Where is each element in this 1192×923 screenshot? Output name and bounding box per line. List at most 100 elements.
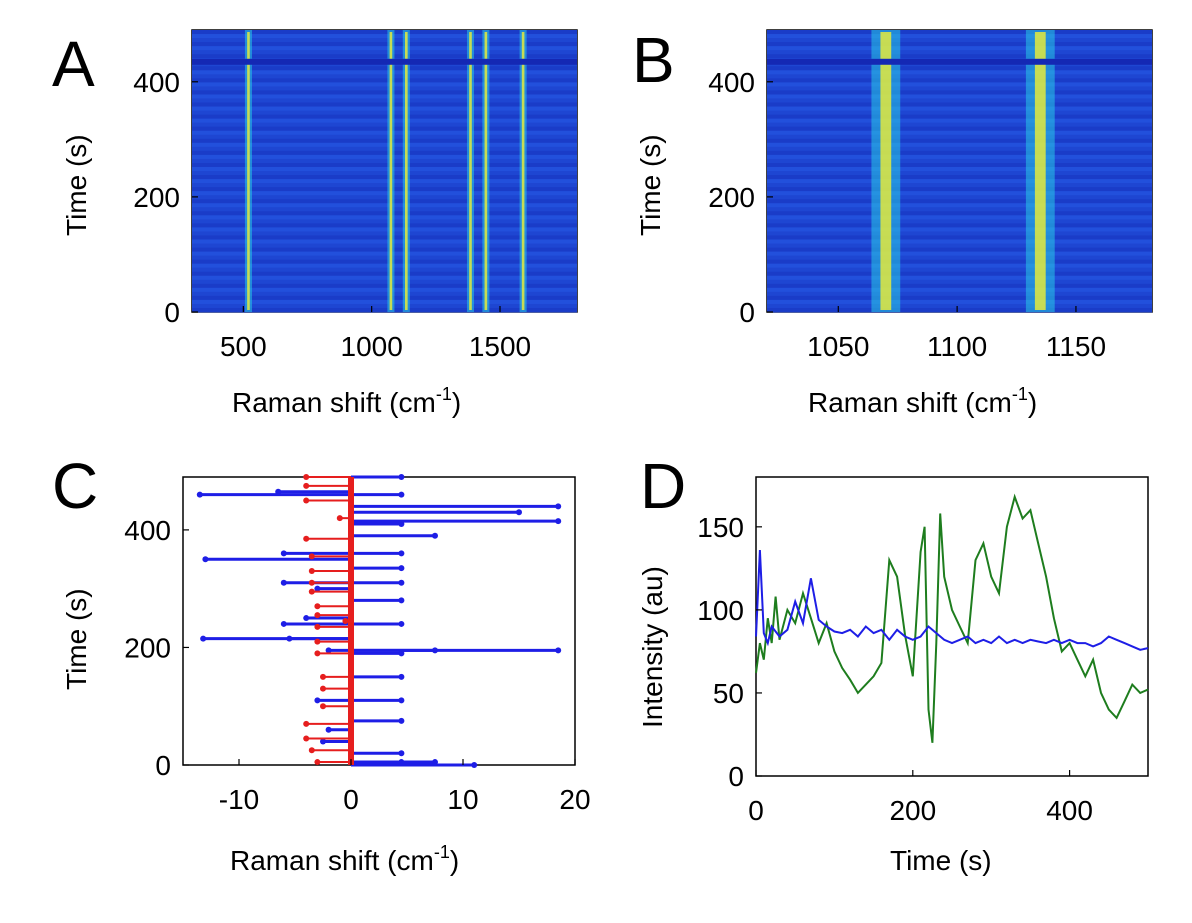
y-tick-label-c: 400 <box>124 515 171 546</box>
heat-row-b <box>767 146 1152 152</box>
y-ticks-a: 0 200 400 <box>133 67 198 328</box>
heat-row-a <box>192 279 577 285</box>
heat-row-a <box>192 219 577 224</box>
heat-row-b <box>767 227 1152 232</box>
point-c <box>202 556 209 563</box>
heat-row-b <box>767 255 1152 261</box>
heat-row-a <box>192 110 577 116</box>
heat-row-a <box>192 118 577 124</box>
heat-row-a <box>192 146 577 152</box>
heat-row-b <box>767 303 1152 309</box>
heat-row-a <box>192 166 577 172</box>
heat-row-a <box>192 251 577 257</box>
panel-label-a: A <box>52 28 95 100</box>
heat-row-b <box>767 259 1152 265</box>
y-tick-label-c: 200 <box>124 632 171 663</box>
heat-row-a <box>192 299 577 305</box>
y-axis-label-c: Time (s) <box>61 588 92 690</box>
heat-row-a <box>192 187 577 192</box>
heat-row-b <box>767 207 1152 212</box>
heat-row-a <box>192 199 577 204</box>
heat-row-a <box>192 30 577 35</box>
heat-row-b <box>767 114 1152 120</box>
heat-row-a <box>192 223 577 228</box>
point-c <box>303 482 310 489</box>
heat-row-b <box>767 243 1152 249</box>
heat-row-a <box>192 227 577 232</box>
x-tick-label-b: 1050 <box>807 331 869 362</box>
heatmap-a <box>192 30 577 313</box>
point-c <box>303 474 310 480</box>
heat-row-a <box>192 50 577 55</box>
heat-row-b <box>767 150 1152 156</box>
point-c <box>398 750 405 757</box>
heat-row-b <box>767 110 1152 116</box>
heat-row-a <box>192 195 577 200</box>
point-c <box>398 565 405 572</box>
heat-row-b <box>767 66 1152 71</box>
point-c <box>303 735 310 742</box>
x-tick-label-b: 1150 <box>1046 331 1106 362</box>
point-c <box>325 726 332 733</box>
x-tick-label-c: 10 <box>447 784 478 815</box>
point-c <box>303 497 310 504</box>
point-c <box>398 579 405 586</box>
heat-row-b <box>767 86 1152 91</box>
heat-row-a <box>192 259 577 265</box>
heat-row-b <box>767 211 1152 216</box>
heat-row-b <box>767 307 1152 313</box>
heat-row-b <box>767 291 1152 297</box>
heat-row-a <box>192 38 577 43</box>
heat-row-a <box>192 74 577 79</box>
heat-row-b <box>767 98 1152 104</box>
heat-row-b <box>767 215 1152 220</box>
point-c <box>314 759 321 766</box>
point-c <box>280 550 287 557</box>
heat-row-a <box>192 98 577 104</box>
heat-row-a <box>192 295 577 301</box>
x-tick-label-d: 400 <box>1046 795 1093 826</box>
heat-row-b <box>767 90 1152 95</box>
heat-row-a <box>192 287 577 293</box>
heat-row-a <box>192 211 577 216</box>
point-c <box>555 647 562 654</box>
peak-core-b <box>880 32 892 310</box>
heat-row-b <box>767 154 1152 160</box>
point-c <box>308 747 315 754</box>
heat-gap-a <box>192 58 577 65</box>
panel-b: B 1050 1100 1150 0 200 400 Raman shift (cm-1… <box>632 24 1153 418</box>
heat-row-b <box>767 118 1152 124</box>
heat-row-b <box>767 179 1152 184</box>
x-tick-label-c: -10 <box>219 784 259 815</box>
heat-row-b <box>767 166 1152 172</box>
heat-row-a <box>192 86 577 91</box>
heat-row-b <box>767 102 1152 108</box>
y-axis-label-d: Intensity (au) <box>637 566 668 728</box>
x-ticks-b: 1050 1100 1150 <box>807 306 1106 362</box>
heat-row-a <box>192 42 577 47</box>
y-tick-label-d: 150 <box>697 512 744 543</box>
peak-core-a <box>484 32 488 310</box>
heat-row-a <box>192 239 577 245</box>
point-c <box>398 474 405 480</box>
heat-row-b <box>767 38 1152 43</box>
x-tick-label-a: 500 <box>220 331 267 362</box>
y-axis-label-a: Time (s) <box>61 134 92 236</box>
heat-row-b <box>767 162 1152 168</box>
panel-label-d: D <box>640 450 686 522</box>
heat-row-a <box>192 291 577 297</box>
panel-a: A 500 1000 1500 0 200 400 Raman shift (cm-1)… <box>52 28 578 418</box>
series-line-d-1 <box>755 493 1149 743</box>
y-tick-label-b: 400 <box>708 67 755 98</box>
heat-row-b <box>767 175 1152 180</box>
peak-core-a <box>521 32 525 310</box>
panel-d: D 0 200 400 0 50 100 150 Time (s) Intensity (… <box>637 450 1149 876</box>
scatter-c <box>196 474 562 768</box>
heat-row-b <box>767 267 1152 273</box>
heat-row-b <box>767 239 1152 245</box>
point-c <box>275 488 282 495</box>
heat-row-a <box>192 66 577 71</box>
heat-row-a <box>192 122 577 128</box>
heat-row-a <box>192 78 577 83</box>
